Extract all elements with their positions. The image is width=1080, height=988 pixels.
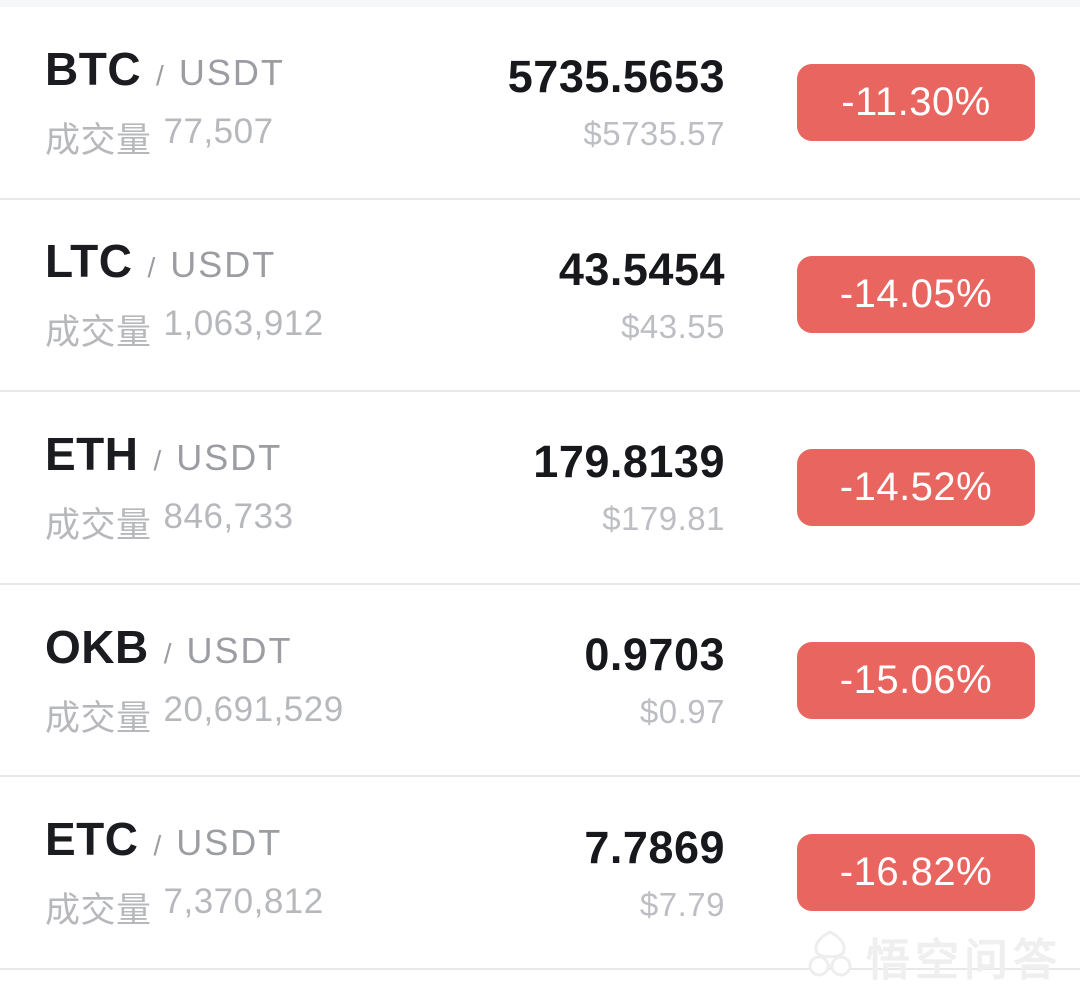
volume-value: 20,691,529 [163,689,344,729]
pair-info: ETH / USDT 成交量 846,733 [45,427,385,548]
price-info: 43.5454 $43.55 [385,244,725,346]
pair-name: OKB / USDT [45,620,385,674]
volume-line: 成交量 77,507 [45,112,385,163]
volume-label: 成交量 [45,698,152,738]
volume-label: 成交量 [45,313,152,353]
volume-line: 成交量 1,063,912 [45,304,385,355]
pair-info: OKB / USDT 成交量 20,691,529 [45,620,385,741]
volume-label: 成交量 [45,505,152,545]
pair-info: BTC / USDT 成交量 77,507 [45,42,385,163]
last-price: 7.7869 [584,821,725,873]
pair-info: ETC / USDT 成交量 7,370,812 [45,812,385,933]
pair-base-symbol: ETH [45,427,139,480]
pair-separator: / [147,252,156,284]
pair-separator: / [163,637,172,669]
volume-line: 成交量 20,691,529 [45,690,385,741]
volume-value: 77,507 [163,111,274,151]
status-bar-strip [0,0,1080,7]
market-row[interactable]: ETC / USDT 成交量 7,370,812 7.7869 $7.79 -1… [0,777,1080,970]
market-row[interactable]: BTC / USDT 成交量 77,507 5735.5653 $5735.57… [0,7,1080,200]
price-info: 0.9703 $0.97 [385,629,725,731]
volume-line: 成交量 846,733 [45,497,385,548]
volume-label: 成交量 [45,120,152,160]
pair-quote-symbol: USDT [186,629,293,671]
usd-value: $179.81 [602,500,725,538]
pair-name: LTC / USDT [45,234,385,288]
price-info: 7.7869 $7.79 [385,822,725,924]
change-percent-badge[interactable]: -15.06% [797,641,1035,719]
pair-quote-symbol: USDT [176,436,283,478]
volume-line: 成交量 7,370,812 [45,882,385,933]
pair-separator: / [153,830,162,862]
last-price: 5735.5653 [507,51,725,103]
market-row[interactable]: ETH / USDT 成交量 846,733 179.8139 $179.81 … [0,392,1080,585]
market-row[interactable]: LTC / USDT 成交量 1,063,912 43.5454 $43.55 … [0,199,1080,393]
change-percent-badge[interactable]: -14.52% [797,448,1035,526]
pair-separator: / [156,59,164,91]
usd-value: $7.79 [639,885,725,923]
last-price: 43.5454 [558,243,725,295]
pair-separator: / [153,444,162,476]
volume-value: 846,733 [163,496,294,536]
last-price: 179.8139 [533,436,725,488]
change-percent-badge[interactable]: -11.30% [797,63,1035,141]
pair-name: ETH / USDT [45,427,385,481]
last-price: 0.9703 [584,629,725,681]
price-info: 179.8139 $179.81 [385,436,725,538]
pair-info: LTC / USDT 成交量 1,063,912 [45,234,385,355]
usd-value: $5735.57 [583,115,725,153]
pair-quote-symbol: USDT [176,822,283,864]
volume-label: 成交量 [45,891,152,931]
pair-name: ETC / USDT [45,812,385,866]
market-list: BTC / USDT 成交量 77,507 5735.5653 $5735.57… [0,7,1080,970]
volume-value: 7,370,812 [163,882,324,922]
change-percent-badge[interactable]: -14.05% [797,256,1035,334]
pair-quote-symbol: USDT [170,244,277,286]
pair-base-symbol: OKB [45,620,149,673]
market-row[interactable]: OKB / USDT 成交量 20,691,529 0.9703 $0.97 -… [0,584,1080,778]
pair-name: BTC / USDT [45,42,385,96]
volume-value: 1,063,912 [163,304,324,344]
usd-value: $43.55 [621,307,725,345]
usd-value: $0.97 [639,693,725,731]
pair-base-symbol: ETC [45,813,139,866]
pair-base-symbol: BTC [45,42,142,95]
pair-quote-symbol: USDT [178,51,285,93]
price-info: 5735.5653 $5735.57 [385,51,725,153]
pair-base-symbol: LTC [45,235,133,288]
change-percent-badge[interactable]: -16.82% [797,834,1035,912]
